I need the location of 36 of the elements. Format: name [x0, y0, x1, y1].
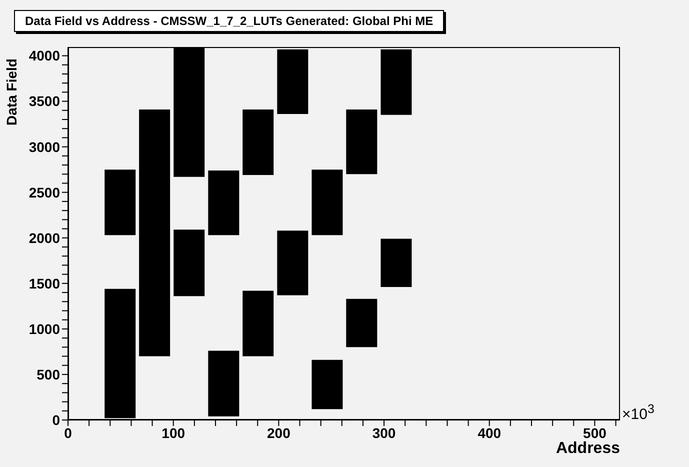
x-axis-title: Address [556, 440, 620, 458]
bar [104, 170, 136, 236]
y-tick-label: 0 [52, 412, 60, 428]
bar [346, 298, 378, 348]
chart-title: Data Field vs Address - CMSSW_1_7_2_LUTs Generated: Global Phi ME [14, 10, 444, 32]
x-tick-label: 0 [64, 424, 72, 441]
bar [174, 230, 205, 296]
bar [104, 288, 136, 418]
text: ×10$^{3}$ [622, 402, 654, 423]
y-tick-label: 2500 [28, 184, 60, 200]
bar [242, 109, 274, 176]
bar [139, 109, 170, 356]
bar [380, 49, 412, 115]
y-tick-label: 2000 [28, 230, 60, 246]
bar [380, 238, 412, 288]
bar [242, 290, 274, 356]
y-tick-label: 1000 [28, 320, 60, 337]
x-tick-label: 200 [267, 424, 291, 441]
bar [174, 48, 205, 177]
bar [277, 230, 308, 296]
x-tick-label: 100 [162, 424, 186, 441]
y-tick-label: 1500 [28, 275, 60, 292]
bar [312, 360, 343, 410]
bar [208, 170, 240, 236]
y-tick-label: 3500 [28, 93, 60, 110]
y-tick-label: 500 [36, 366, 60, 382]
bar [277, 49, 308, 114]
x-tick-label: 300 [372, 424, 396, 441]
y-axis-title: Data Field [3, 58, 19, 126]
y-tick-label: 4000 [28, 48, 60, 64]
y-tick-label: 3000 [28, 138, 60, 155]
x-tick-label: 500 [583, 424, 607, 441]
bar [312, 170, 343, 236]
bar [208, 350, 240, 416]
bar [346, 109, 378, 174]
x-tick-label: 400 [478, 424, 502, 441]
